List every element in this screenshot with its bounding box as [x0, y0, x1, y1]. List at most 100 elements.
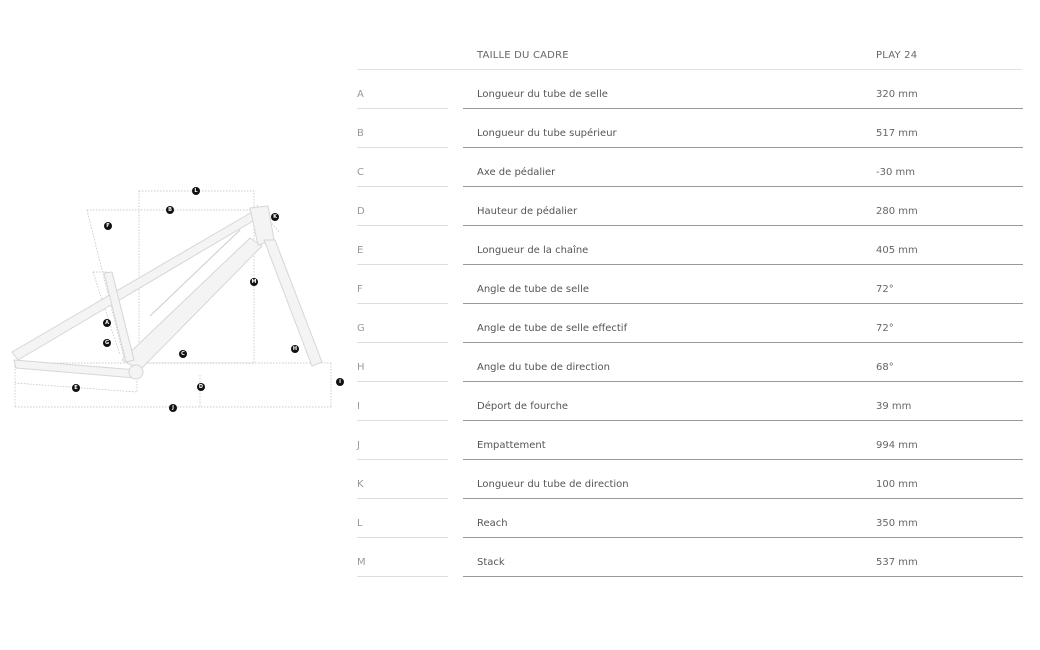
row-divider — [463, 459, 1023, 460]
row-label: Axe de pédalier — [477, 167, 556, 178]
row-divider — [357, 186, 448, 187]
table-row: E Longueur de la chaîne 405 mm — [0, 245, 1040, 290]
row-divider — [357, 420, 448, 421]
row-label: Empattement — [477, 440, 546, 451]
dimension-marker-e: E — [72, 384, 80, 392]
row-divider — [463, 147, 1023, 148]
dimension-marker-text: J — [171, 405, 174, 411]
row-divider — [463, 498, 1023, 499]
row-divider — [357, 381, 448, 382]
row-divider — [357, 303, 448, 304]
row-letter: B — [357, 128, 364, 139]
row-label: Déport de fourche — [477, 401, 569, 412]
row-label: Longueur du tube de direction — [477, 479, 629, 490]
dimension-marker-text: I — [339, 379, 341, 385]
row-divider — [463, 225, 1023, 226]
row-label: Longueur du tube de selle — [477, 89, 608, 100]
row-letter: D — [357, 206, 365, 217]
row-divider — [357, 342, 448, 343]
table-row: H Angle du tube de direction 68° — [0, 362, 1040, 407]
row-divider — [463, 303, 1023, 304]
table-row: K Longueur du tube de direction 100 mm — [0, 479, 1040, 524]
dimension-marker-text: H — [293, 346, 297, 352]
table-row: I Déport de fourche 39 mm — [0, 401, 1040, 446]
row-divider — [357, 147, 448, 148]
dimension-marker-text: K — [273, 214, 278, 220]
row-letter: M — [357, 557, 366, 568]
row-letter: A — [357, 89, 364, 100]
dimension-marker-text: B — [168, 207, 172, 213]
row-value: 994 mm — [876, 440, 918, 451]
table-row: L Reach 350 mm — [0, 518, 1040, 563]
row-value: 280 mm — [876, 206, 918, 217]
dimension-marker-text: F — [106, 223, 109, 229]
dimension-marker-text: G — [105, 340, 109, 346]
dimension-marker-text: L — [194, 188, 198, 194]
dimension-marker-text: D — [199, 384, 203, 390]
row-label: Stack — [477, 557, 505, 568]
table-row: G Angle de tube de selle effectif 72° — [0, 323, 1040, 368]
dimension-marker-l: L — [192, 187, 200, 195]
row-label: Longueur de la chaîne — [477, 245, 589, 256]
row-label: Angle de tube de selle effectif — [477, 323, 628, 334]
row-divider — [463, 537, 1023, 538]
bike-frame — [11, 205, 323, 380]
row-letter: I — [357, 401, 360, 412]
dimension-marker-h: H — [291, 345, 299, 353]
table-row: J Empattement 994 mm — [0, 440, 1040, 485]
row-value: 100 mm — [876, 479, 918, 490]
row-divider — [463, 342, 1023, 343]
row-value: 537 mm — [876, 557, 918, 568]
row-value: 517 mm — [876, 128, 918, 139]
row-divider — [463, 420, 1023, 421]
dimension-marker-c: C — [179, 350, 187, 358]
dimension-marker-g: G — [103, 339, 111, 347]
row-letter: G — [357, 323, 365, 334]
row-letter: F — [357, 284, 363, 295]
row-label: Longueur du tube supérieur — [477, 128, 617, 139]
dimension-marker-j: J — [169, 404, 177, 412]
row-divider — [357, 225, 448, 226]
dimension-marker-f: F — [104, 222, 112, 230]
row-divider — [463, 108, 1023, 109]
dimension-marker-i: I — [336, 378, 344, 386]
row-divider — [357, 459, 448, 460]
row-value: -30 mm — [876, 167, 915, 178]
table-row: B Longueur du tube supérieur 517 mm — [0, 128, 1040, 173]
row-letter: K — [357, 479, 364, 490]
dimension-marker-text: A — [105, 320, 109, 326]
table-row: F Angle de tube de selle 72° — [0, 284, 1040, 329]
row-divider — [357, 108, 448, 109]
table-row: M Stack 537 mm — [0, 557, 1040, 602]
bike-geometry-diagram: L B K F M A G C H I E D J — [11, 187, 344, 412]
frame-size-header: TAILLE DU CADRE — [477, 50, 569, 61]
header-divider — [357, 69, 1022, 70]
table-row: D Hauteur de pédalier 280 mm — [0, 206, 1040, 251]
dimension-marker-b: B — [166, 206, 174, 214]
row-value: 350 mm — [876, 518, 918, 529]
dimension-marker-text: E — [74, 385, 78, 391]
row-divider — [463, 186, 1023, 187]
dimension-marker-text: C — [181, 351, 185, 357]
dimension-marker-m: M — [250, 278, 258, 286]
row-label: Hauteur de pédalier — [477, 206, 578, 217]
row-letter: C — [357, 167, 364, 178]
row-label: Angle de tube de selle — [477, 284, 590, 295]
row-value: 320 mm — [876, 89, 918, 100]
row-letter: L — [357, 518, 363, 529]
dimension-marker-k: K — [271, 213, 279, 221]
dimension-marker-text: M — [252, 279, 257, 285]
row-label: Angle du tube de direction — [477, 362, 610, 373]
row-label: Reach — [477, 518, 508, 529]
row-divider — [357, 498, 448, 499]
model-size-header: PLAY 24 — [876, 50, 918, 61]
row-value: 405 mm — [876, 245, 918, 256]
row-value: 39 mm — [876, 401, 912, 412]
row-divider — [357, 576, 448, 577]
row-letter: J — [357, 440, 360, 451]
row-letter: E — [357, 245, 364, 256]
dimension-marker-d: D — [197, 383, 205, 391]
dimension-marker-a: A — [103, 319, 111, 327]
row-divider — [357, 537, 448, 538]
table-row: C Axe de pédalier -30 mm — [0, 167, 1040, 212]
